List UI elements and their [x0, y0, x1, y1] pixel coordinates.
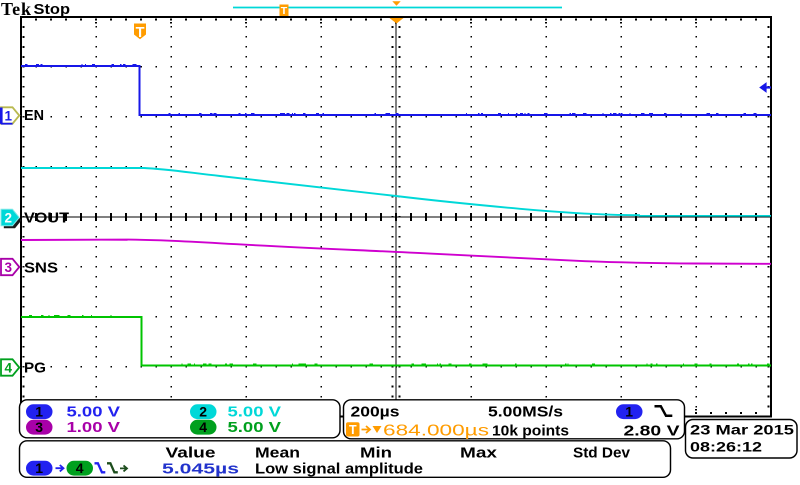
svg-text:Low signal amplitude: Low signal amplitude	[255, 461, 423, 478]
svg-text:3: 3	[35, 419, 43, 435]
svg-text:T: T	[136, 25, 145, 41]
svg-text:Mean: Mean	[255, 445, 300, 462]
svg-text:1: 1	[35, 404, 43, 420]
svg-text:Max: Max	[460, 445, 498, 462]
svg-text:Tek: Tek	[1, 0, 31, 19]
svg-text:T: T	[349, 423, 357, 437]
svg-text:T: T	[281, 5, 288, 17]
svg-text:4: 4	[5, 361, 13, 376]
svg-text:Value: Value	[166, 445, 216, 462]
svg-text:2: 2	[199, 404, 207, 420]
svg-text:684.000µs: 684.000µs	[383, 423, 489, 440]
svg-text:1.00 V: 1.00 V	[67, 419, 121, 436]
svg-text:Stop: Stop	[34, 2, 71, 18]
svg-text:5.00 V: 5.00 V	[228, 404, 282, 421]
svg-text:4: 4	[76, 460, 84, 476]
svg-text:3: 3	[5, 260, 13, 275]
svg-text:EN: EN	[24, 107, 44, 124]
svg-text:1: 1	[625, 404, 633, 420]
svg-text:Std Dev: Std Dev	[573, 445, 631, 462]
svg-text:2: 2	[5, 211, 13, 226]
svg-text:5.00MS/s: 5.00MS/s	[488, 404, 563, 421]
svg-text:08:26:12: 08:26:12	[690, 439, 762, 455]
svg-text:VOUT: VOUT	[24, 210, 69, 227]
svg-text:1: 1	[35, 460, 43, 476]
svg-text:5.045µs: 5.045µs	[162, 461, 239, 478]
svg-text:200µs: 200µs	[351, 404, 400, 421]
svg-text:4: 4	[199, 419, 207, 435]
svg-text:10k points: 10k points	[492, 423, 569, 440]
svg-text:Min: Min	[360, 445, 392, 462]
svg-text:5.00 V: 5.00 V	[67, 404, 121, 421]
svg-text:SNS: SNS	[24, 260, 58, 277]
svg-text:5.00 V: 5.00 V	[228, 419, 282, 436]
svg-text:23 Mar 2015: 23 Mar 2015	[690, 422, 794, 438]
svg-text:PG: PG	[24, 360, 46, 377]
svg-text:1: 1	[5, 109, 13, 124]
svg-text:2.80 V: 2.80 V	[624, 423, 680, 440]
